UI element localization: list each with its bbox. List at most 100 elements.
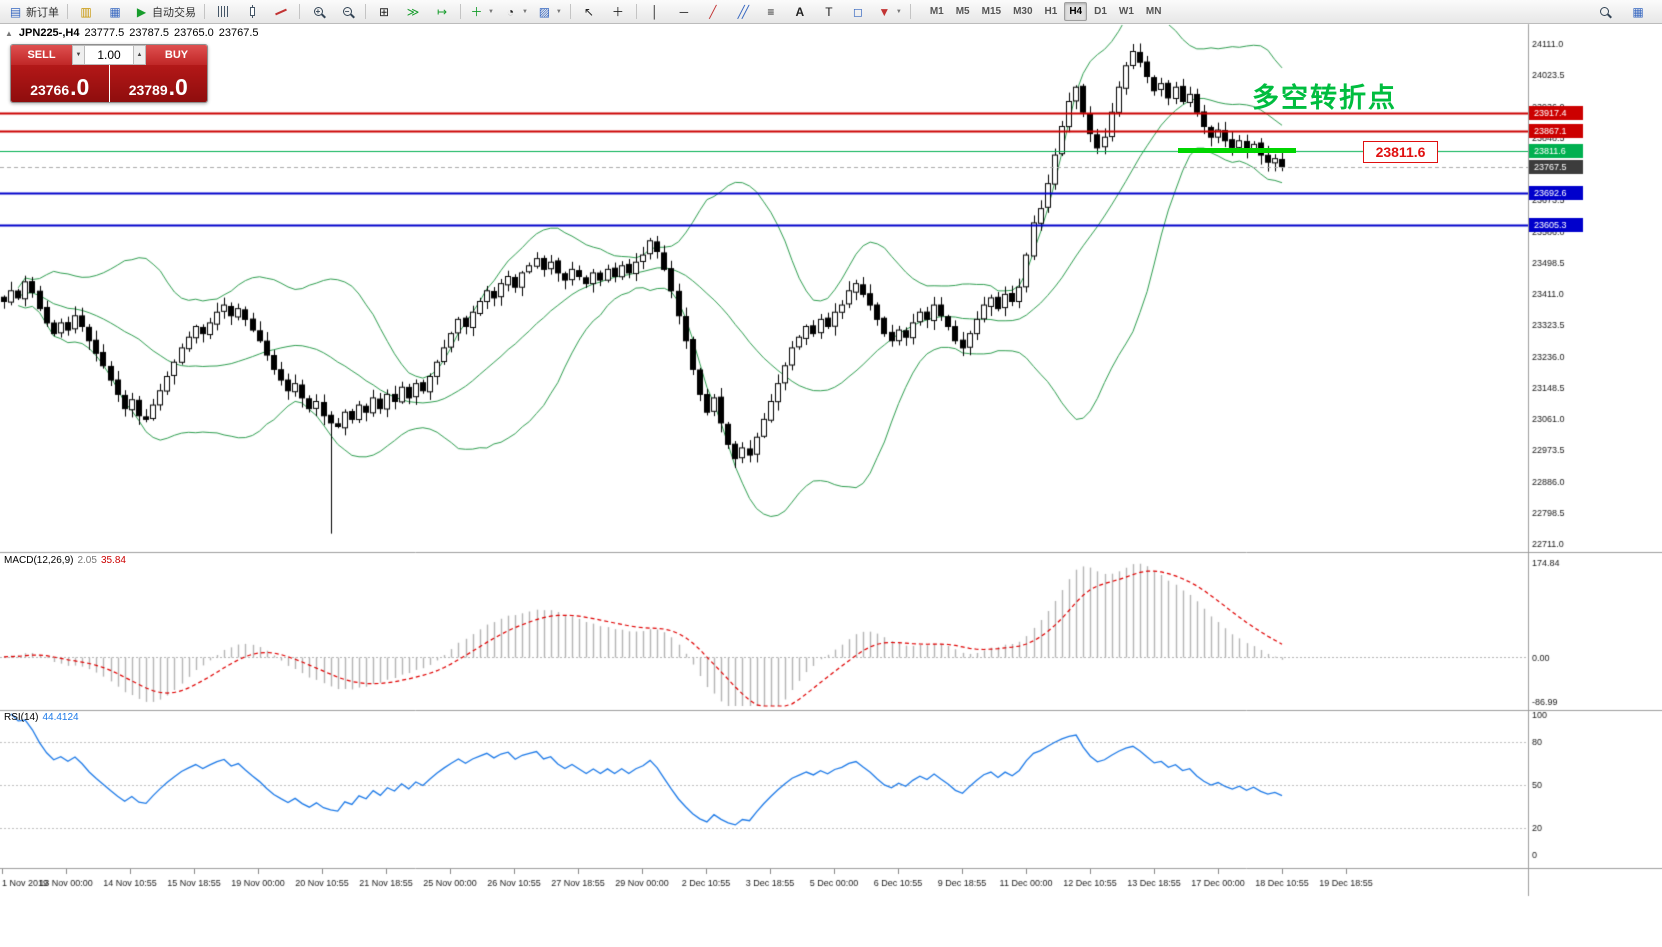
chart-shift-icon: ↦ [436, 4, 448, 19]
vertical-line-icon: │ [651, 4, 659, 19]
trendline-button[interactable]: ╱ [699, 1, 727, 23]
timeframe-w1-button[interactable]: W1 [1118, 6, 1134, 17]
tile-windows-icon: ⊞ [378, 4, 390, 19]
fibonacci-button[interactable]: ≡ [757, 1, 785, 23]
one-click-toggle[interactable]: ▲ [5, 28, 13, 38]
auto-trading-icon: ▶ [136, 4, 147, 19]
line-chart-icon [274, 4, 289, 19]
price-callout-box[interactable]: 23811.6 [1363, 141, 1438, 163]
toolbar-separator [909, 4, 911, 19]
candlestick-chart-button[interactable] [238, 1, 266, 23]
low-value: 23765.0 [174, 27, 214, 39]
timeframe-h4-button[interactable]: H4 [1064, 2, 1088, 21]
toolbar-separator [460, 4, 461, 19]
toolbar-separator [299, 4, 300, 19]
chevron-down-icon: ▼ [521, 8, 528, 15]
chart-shift-button[interactable]: ↦ [428, 1, 456, 23]
sell-price: 23766 [30, 81, 70, 98]
timeframe-m30-button[interactable]: M30 [1013, 6, 1033, 17]
auto-scroll-button[interactable]: ≫ [399, 1, 427, 23]
turning-point-annotation[interactable]: 多空转折点 [1252, 83, 1397, 113]
search-button[interactable] [1590, 1, 1618, 23]
data-window-button[interactable]: ▦ [101, 1, 129, 23]
text-icon: A [795, 4, 805, 19]
new-order-button[interactable]: ▤ 新订单 [4, 1, 63, 23]
trendline-icon: ╱ [709, 4, 717, 19]
sell-button[interactable]: SELL [11, 45, 72, 65]
open-value: 23777.5 [84, 27, 125, 39]
buy-price-big-digit: .0 [168, 74, 188, 101]
candlestick-chart-icon [245, 4, 260, 19]
vertical-line-button[interactable]: │ [641, 1, 669, 23]
cursor-button[interactable]: ↖ [575, 1, 603, 23]
toolbar-separator [569, 4, 571, 19]
horizontal-line-icon: ─ [679, 4, 689, 19]
one-click-trading-panel: SELL ▼ 1.00 ▲ BUY 23766 .0 23789 .0 [10, 44, 208, 103]
template-icon: ▨ [538, 4, 551, 19]
market-watch-button[interactable]: ▥ [72, 1, 100, 23]
crosshair-button[interactable]: ＋ [604, 1, 632, 23]
zoom-out-icon: − [340, 4, 355, 19]
new-order-icon: ▤ [9, 4, 22, 19]
auto-trading-label: 自动交易 [152, 6, 196, 19]
new-order-label: 新订单 [26, 6, 59, 19]
zoom-in-button[interactable]: + [304, 1, 332, 23]
timeframe-m1-button[interactable]: M1 [929, 6, 944, 17]
timeframe-m15-button[interactable]: M15 [981, 6, 1002, 17]
symbol-period-label: JPN225-,H4 [18, 27, 80, 39]
zoom-out-button[interactable]: − [333, 1, 361, 23]
sell-price-big-digit: .0 [70, 74, 90, 101]
auto-trading-button[interactable]: ▶ 自动交易 [130, 1, 200, 23]
buy-price-button[interactable]: 23789 .0 [109, 65, 207, 102]
fibonacci-icon: ≡ [767, 4, 775, 19]
volume-input[interactable]: 1.00 [85, 45, 133, 65]
new-chart-button[interactable]: ▦ [1624, 1, 1652, 23]
tile-windows-button[interactable]: ⊞ [370, 1, 398, 23]
timeframe-h1-button[interactable]: H1 [1044, 6, 1058, 17]
cursor-icon: ↖ [583, 4, 594, 19]
chart-info-line: ▲ JPN225-,H4 23777.5 23787.5 23765.0 237… [5, 27, 259, 39]
toolbar-separator [365, 4, 366, 19]
shapes-button[interactable]: ◻ [844, 1, 872, 23]
macd-label: MACD(12,26,9) 2.05 35.84 [4, 555, 126, 566]
toolbar-separator [67, 4, 68, 19]
highlight-trend-segment[interactable] [1178, 148, 1296, 153]
timeframe-d1-button[interactable]: D1 [1094, 6, 1107, 17]
data-window-icon: ▦ [109, 4, 121, 19]
volume-increase-button[interactable]: ▲ [133, 45, 146, 65]
toolbar-separator [635, 4, 637, 19]
clock-icon: ◔ [506, 4, 515, 19]
high-value: 23787.5 [129, 27, 169, 39]
rsi-label: RSI(14) 44.4124 [4, 712, 79, 723]
auto-scroll-icon: ≫ [406, 4, 420, 19]
arrows-button[interactable]: ▼ ▼ [873, 1, 906, 23]
search-icon [1597, 4, 1612, 19]
timeframe-m5-button[interactable]: M5 [955, 6, 970, 17]
periods-button[interactable]: ◔ ▼ [499, 1, 532, 23]
bar-chart-button[interactable] [209, 1, 237, 23]
chevron-down-icon: ▼ [488, 8, 494, 15]
timeframe-group: M1 M5 M15 M30 H1 H4 D1 W1 MN [925, 2, 1167, 21]
text-button[interactable]: A [786, 1, 814, 23]
volume-decrease-button[interactable]: ▼ [72, 45, 85, 65]
close-value: 23767.5 [218, 27, 259, 39]
sell-price-button[interactable]: 23766 .0 [11, 65, 109, 102]
channel-icon: ╱╱ [737, 4, 749, 19]
indicators-button[interactable]: ＋ ▼ [465, 1, 498, 23]
toolbar-separator [204, 4, 205, 19]
line-chart-button[interactable] [267, 1, 295, 23]
label-icon: T [825, 4, 833, 19]
horizontal-line-button[interactable]: ─ [670, 1, 698, 23]
label-button[interactable]: T [815, 1, 843, 23]
chevron-down-icon: ▼ [895, 8, 902, 15]
arrow-tools-icon: ▼ [878, 4, 891, 19]
chevron-down-icon: ▼ [555, 8, 562, 15]
buy-price: 23789 [128, 81, 168, 98]
bar-chart-icon [216, 4, 231, 19]
timeframe-mn-button[interactable]: MN [1145, 6, 1162, 17]
templates-button[interactable]: ▨ ▼ [533, 1, 566, 23]
market-watch-icon: ▥ [80, 4, 92, 19]
buy-button[interactable]: BUY [146, 45, 207, 65]
toolbar: ▤ 新订单 ▥ ▦ ▶ 自动交易 + − ⊞ ≫ ↦ ＋ ▼ ◔ ▼ ▨ ▼ ↖ ＋ … [0, 0, 1662, 24]
channel-button[interactable]: ╱╱ [728, 1, 756, 23]
